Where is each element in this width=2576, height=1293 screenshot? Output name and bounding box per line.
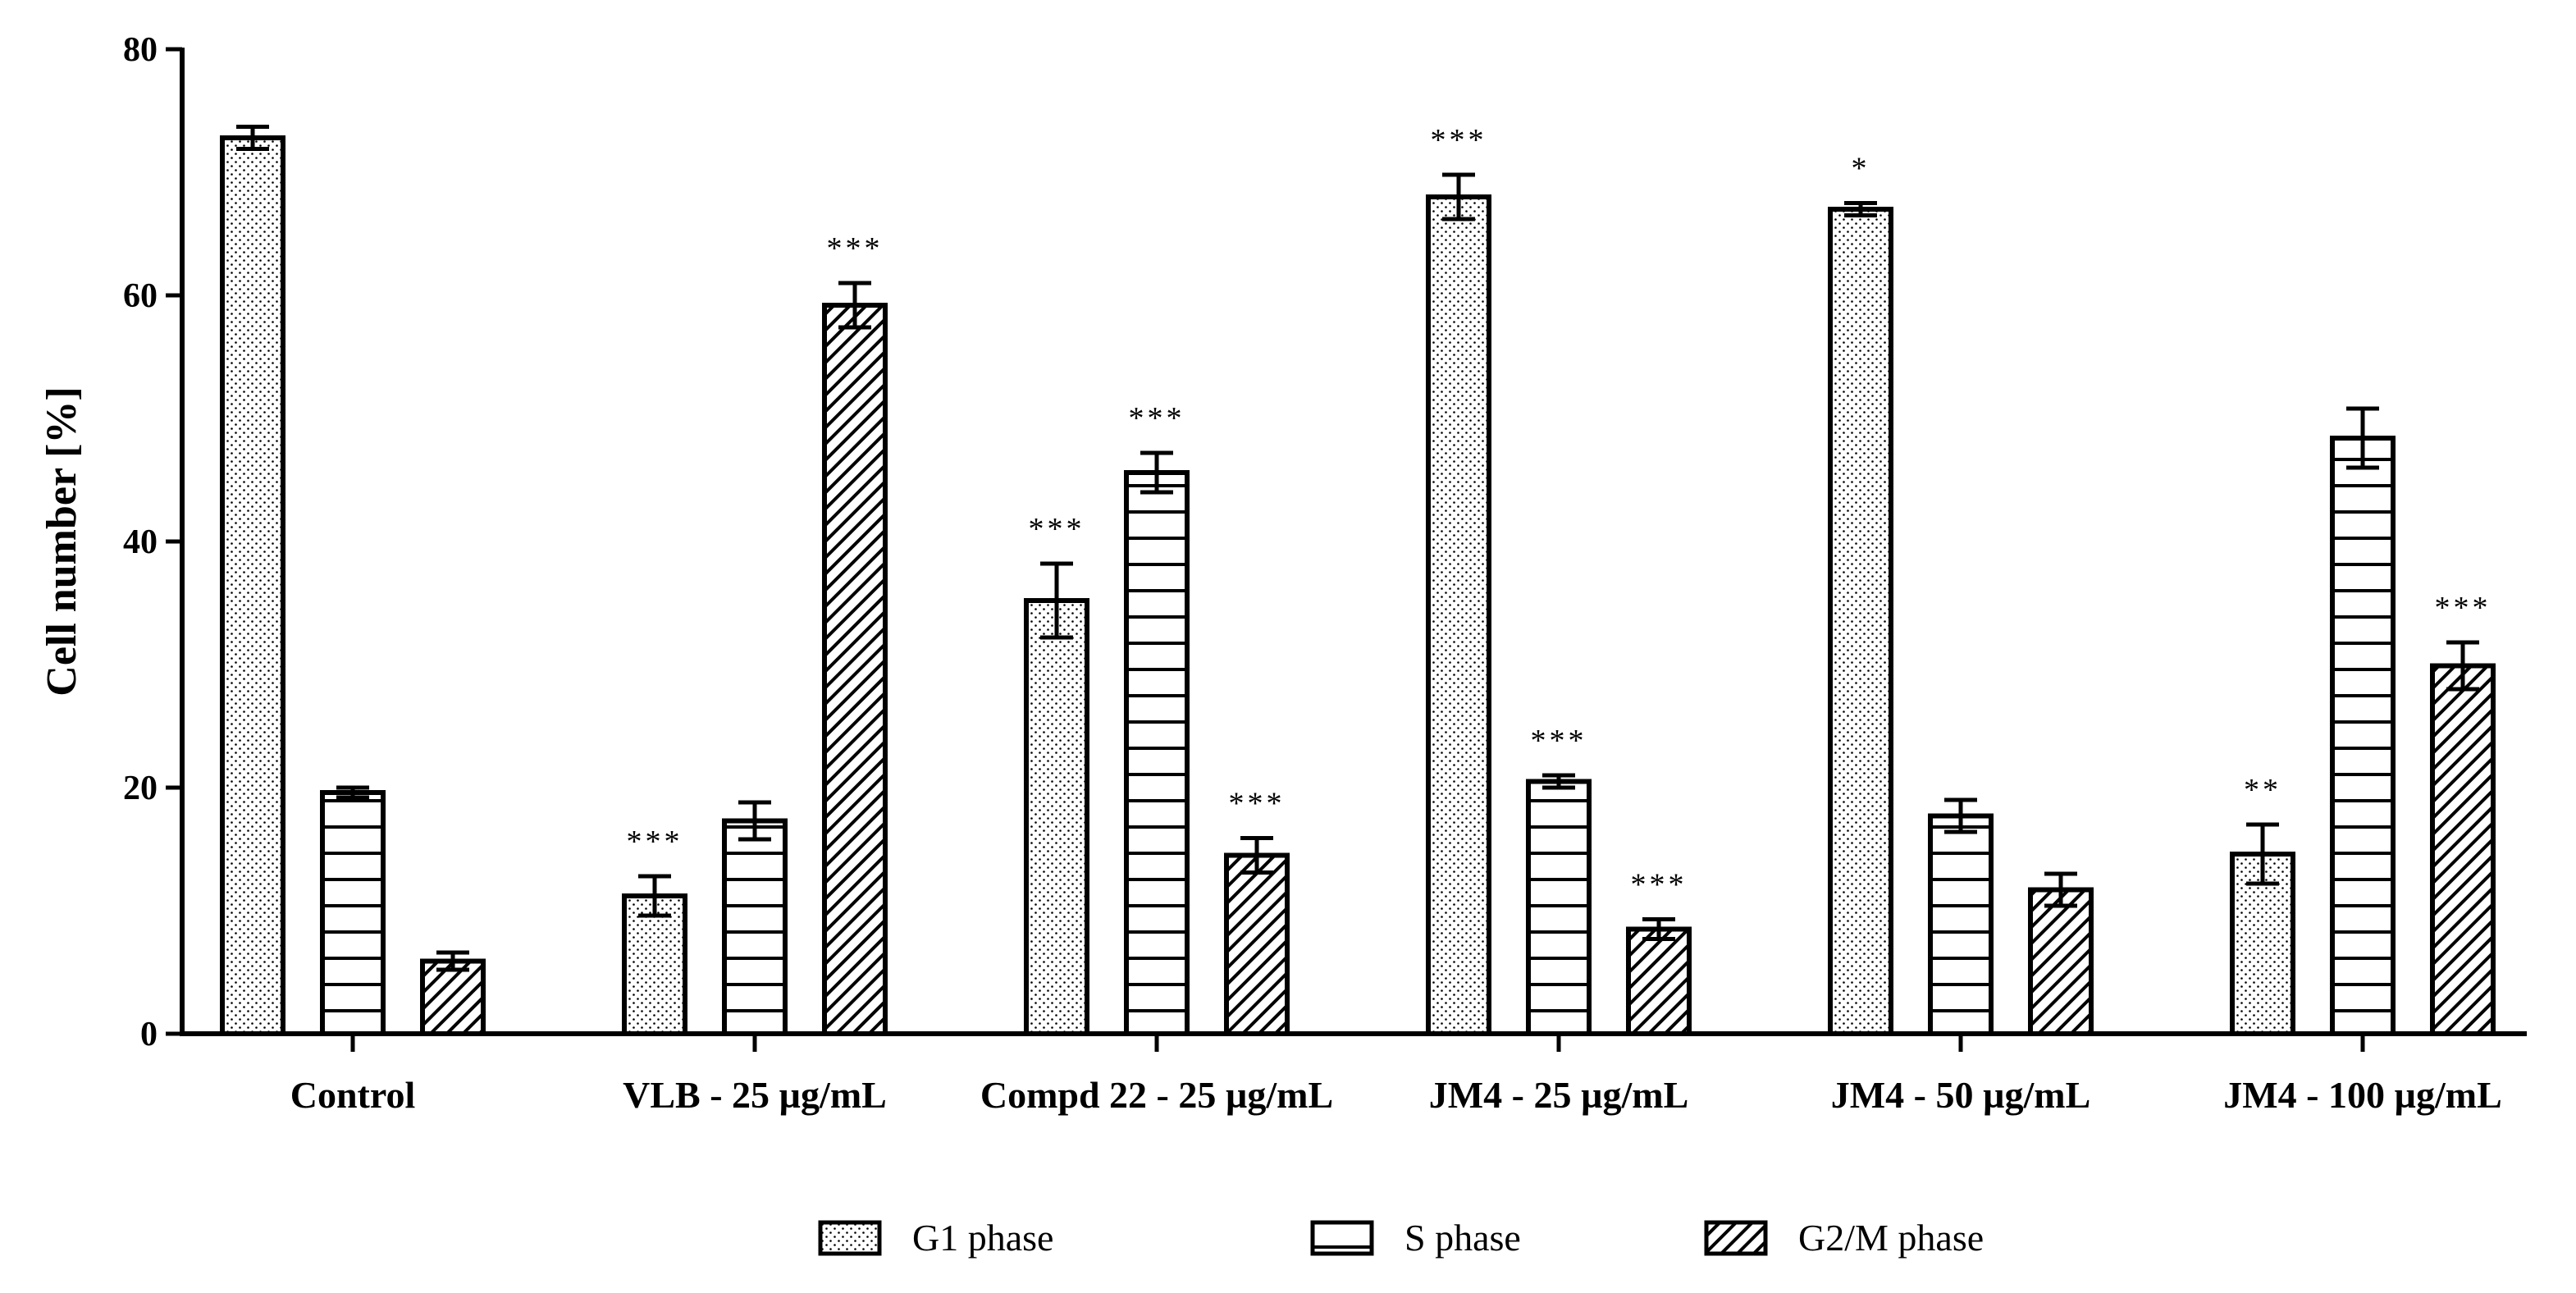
y-tick-label: 20	[123, 770, 158, 807]
bar-g2m-3	[1626, 926, 1692, 1036]
bar-s-2	[1124, 470, 1190, 1036]
x-category-label: JM4 - 50 µg/mL	[1831, 1074, 2091, 1116]
x-category-label: JM4 - 25 µg/mL	[1429, 1074, 1689, 1116]
bar-g2m-1	[822, 303, 888, 1036]
legend-label-g2m: G2/M phase	[1798, 1217, 1984, 1259]
bars-layer	[220, 125, 2496, 1036]
legend-swatch-g1	[818, 1220, 882, 1256]
legend-label-g1: G1 phase	[912, 1217, 1053, 1259]
bar-s-5	[2330, 436, 2396, 1036]
significance-label: **	[2244, 773, 2281, 807]
bar-g1-3	[1426, 194, 1491, 1036]
bar-g2m-5	[2430, 663, 2496, 1036]
legend-swatch-s	[1310, 1220, 1374, 1256]
x-category-label: VLB - 25 µg/mL	[623, 1074, 887, 1116]
bar-g2m-0	[420, 958, 486, 1036]
bar-g1-2	[1024, 598, 1089, 1036]
legend-label-s: S phase	[1404, 1217, 1521, 1259]
y-tick-label: 60	[123, 277, 158, 315]
legend-swatch-g2m	[1704, 1220, 1768, 1256]
bar-s-0	[320, 790, 386, 1036]
y-axis-title: Cell number [%]	[39, 386, 85, 696]
significance-label: ***	[1229, 787, 1286, 821]
significance-label: *	[1852, 152, 1870, 186]
significance-label: ***	[1431, 123, 1487, 158]
bar-g1-1	[622, 893, 687, 1036]
y-tick-label: 0	[140, 1016, 158, 1053]
significance-label: ***	[627, 825, 683, 859]
x-category-label: JM4 - 100 µg/mL	[2223, 1074, 2502, 1116]
bar-g2m-2	[1224, 852, 1290, 1036]
significance-label: ***	[1129, 401, 1185, 436]
significance-label: ***	[2435, 591, 2492, 625]
significance-label: ***	[827, 231, 884, 266]
y-tick-label: 40	[123, 523, 158, 561]
bar-g2m-4	[2028, 887, 2094, 1036]
significance-label: ***	[1531, 724, 1587, 758]
bar-s-3	[1526, 779, 1592, 1036]
x-category-label: Control	[290, 1074, 416, 1116]
bar-s-4	[1928, 813, 1994, 1036]
significance-label: ***	[1631, 868, 1688, 902]
bar-g1-4	[1828, 207, 1893, 1036]
bar-g1-0	[220, 135, 285, 1036]
x-category-label: Compd 22 - 25 µg/mL	[980, 1074, 1333, 1116]
y-tick-label: 80	[123, 31, 158, 69]
axes	[166, 47, 2527, 1052]
legend: G1 phase S phase G2/M phase	[818, 1217, 1984, 1259]
bar-s-1	[722, 818, 788, 1036]
significance-label: ***	[1029, 512, 1085, 546]
